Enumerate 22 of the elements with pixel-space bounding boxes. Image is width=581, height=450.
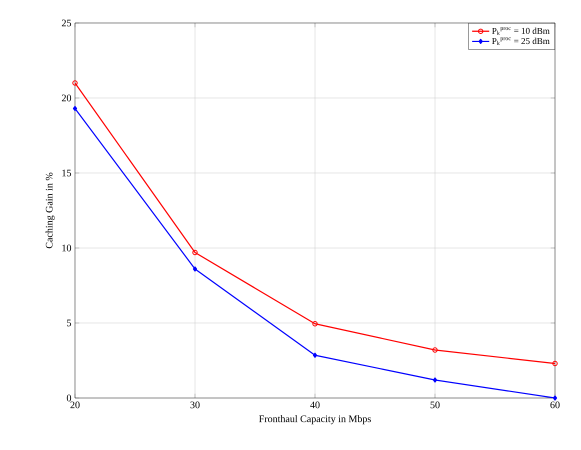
y-tick-label: 20 xyxy=(62,94,72,102)
x-tick-label: 40 xyxy=(310,402,320,408)
y-tick-label: 5 xyxy=(67,320,72,326)
point xyxy=(192,250,198,256)
x-tick-label: 60 xyxy=(550,402,560,408)
point xyxy=(312,352,318,358)
x-tick-label: 30 xyxy=(190,402,200,408)
y-tick-label: 15 xyxy=(62,170,72,176)
x-tick-label: 50 xyxy=(430,402,440,408)
legend-label: P$_{k}$$^{proc}$ = 10 dBm xyxy=(492,27,550,35)
y-axis-title: Caching Gain in % xyxy=(45,172,55,248)
point xyxy=(192,266,198,272)
legend-label: P$_{k}$$^{proc}$ = 25 dBm xyxy=(492,37,550,46)
point xyxy=(432,377,438,383)
point xyxy=(432,347,438,353)
point xyxy=(312,321,318,326)
y-tick-label: 0 xyxy=(66,394,72,402)
x-axis-title: Fronthaul Capacity in Mbps xyxy=(259,415,371,424)
y-tick-label: 10 xyxy=(62,244,72,252)
point xyxy=(72,106,78,112)
y-tick-label: 25 xyxy=(62,20,72,26)
point xyxy=(552,395,558,401)
